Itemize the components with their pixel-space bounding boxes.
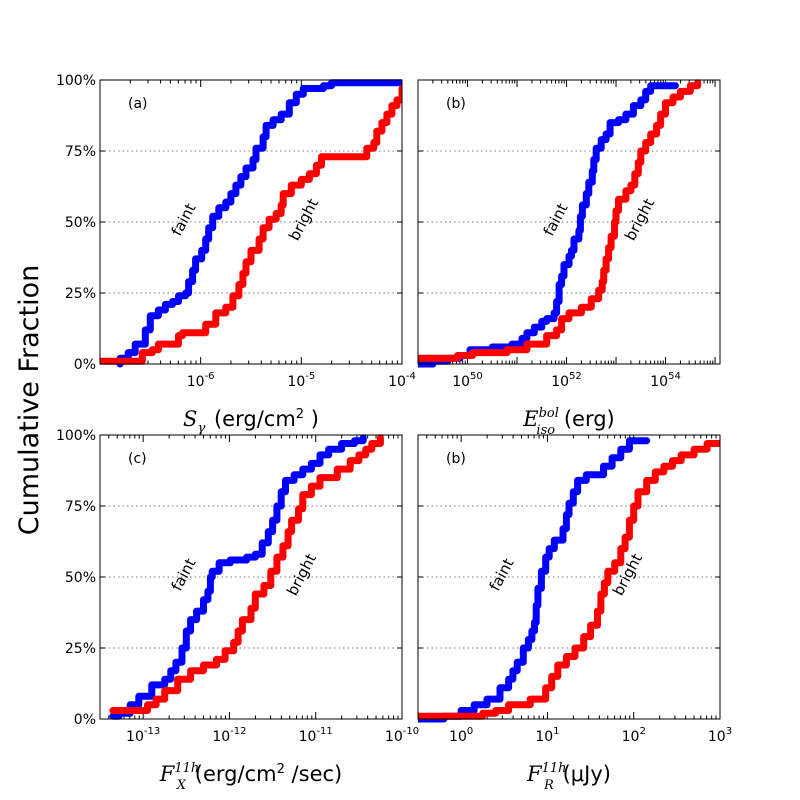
x-axis-label: Ebol iso (erg): [522, 406, 614, 438]
curve-label-faint: faint: [486, 555, 518, 594]
axes-frame: [417, 434, 721, 720]
y-tick-label: 75%: [65, 499, 96, 515]
x-tick-label: 1054: [650, 371, 681, 390]
y-tick-label: 100%: [56, 428, 96, 444]
y-tick-label: 75%: [65, 144, 96, 160]
axes-frame: [417, 79, 721, 365]
curve-label-bright: bright: [621, 196, 658, 244]
chart-panel-3: 0% 25% 50% 75% 100% 10-13 10-12 10-11 10-10 (c) fa…: [56, 428, 419, 793]
x-tick-label: 102: [622, 726, 646, 745]
y-tick-label: 50%: [65, 215, 96, 231]
x-tick-label: 10-13: [126, 726, 160, 745]
chart-panel-1: 0% 25% 50% 75% 100% 10-6 10-5 10-4 (a) faint brigh…: [56, 73, 416, 436]
y-tick-label: 50%: [65, 570, 96, 586]
x-tick-label: 10-6: [187, 371, 215, 390]
axes-frame: [99, 434, 403, 720]
x-tick-label: 103: [708, 726, 732, 745]
series-bright: [100, 85, 402, 365]
panel-label: (c): [128, 451, 147, 467]
panel-label: (b): [446, 96, 466, 112]
x-axis-label: F11h R (μJy): [526, 761, 611, 793]
y-tick-label: 0%: [74, 712, 96, 728]
y-tick-label: 100%: [56, 73, 96, 89]
series-faint: [418, 82, 679, 368]
x-axis-label: F11h X (erg/cm2 /sec): [159, 761, 342, 793]
chart-panel-2: 1050 1052 1054 (b) faint bright Ebol iso (erg): [417, 79, 721, 438]
x-tick-label: 1050: [452, 371, 483, 390]
x-tick-label: 10-10: [385, 726, 419, 745]
series-bright: [418, 440, 720, 720]
panel-label: (a): [128, 96, 148, 112]
series-faint: [418, 437, 651, 723]
x-axis-label: Sγ (erg/cm2 ): [183, 407, 319, 436]
x-tick-label: 10-11: [299, 726, 333, 745]
curve-label-bright: bright: [283, 551, 320, 599]
x-tick-label: 10-4: [388, 371, 416, 390]
x-tick-label: 10-12: [212, 726, 246, 745]
y-tick-label: 0%: [74, 357, 96, 373]
series-faint: [109, 434, 367, 720]
curve-label-bright: bright: [285, 196, 322, 244]
x-tick-label: 1052: [551, 371, 582, 390]
series-bright: [109, 434, 384, 714]
curve-label-faint: faint: [540, 200, 572, 239]
series-bright: [418, 79, 702, 362]
x-tick-label: 101: [535, 726, 559, 745]
y-axis-label: Cumulative Fraction: [14, 265, 45, 535]
y-tick-label: 25%: [65, 286, 96, 302]
curve-label-faint: faint: [168, 555, 200, 594]
panels: 0% 25% 50% 75% 100% 10-6 10-5 10-4 (a) faint brigh…: [56, 73, 732, 793]
y-tick-label: 25%: [65, 641, 96, 657]
axes-frame: [99, 79, 403, 365]
x-tick-label: 10-5: [287, 371, 315, 390]
series-faint: [116, 79, 402, 368]
curve-label-faint: faint: [168, 200, 200, 239]
panel-label: (b): [446, 451, 466, 467]
x-tick-label: 100: [449, 726, 473, 745]
